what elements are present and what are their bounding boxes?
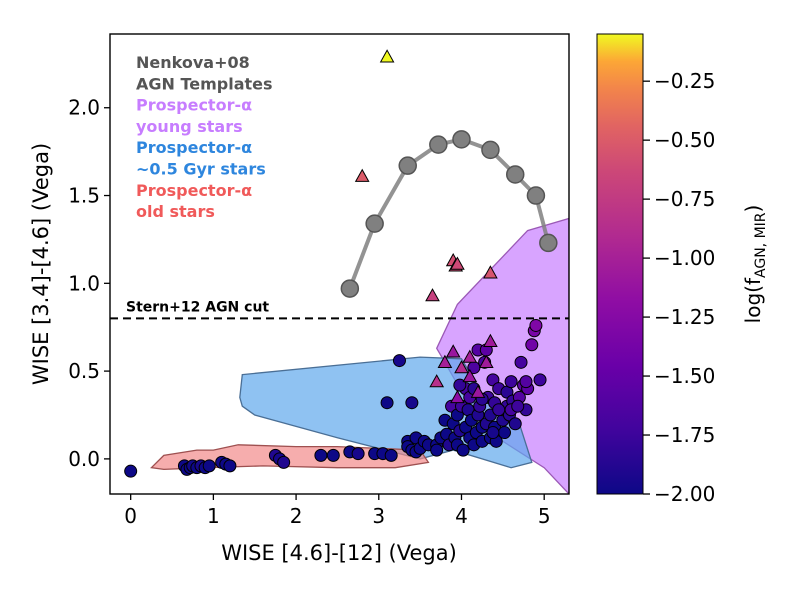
agn-template-point bbox=[365, 214, 384, 233]
data-point-circle bbox=[124, 464, 138, 478]
data-point-triangle bbox=[478, 354, 494, 368]
agn-template-point bbox=[398, 156, 417, 175]
data-point-circle bbox=[351, 447, 365, 461]
data-point-circle bbox=[405, 396, 419, 410]
data-point-triangle bbox=[450, 389, 465, 404]
colorbar-ticks: −0.25 −0.50 −0.75 −1.00 −1.25 −1.50 −1.75 −2.00 bbox=[643, 69, 715, 506]
colorbar-label-end: ) bbox=[741, 205, 765, 213]
data-point-circle bbox=[529, 318, 543, 332]
data-point-circle bbox=[430, 443, 444, 457]
legend: Nenkova+08 AGN Templates Prospector-α young… bbox=[136, 53, 273, 221]
data-point-circle bbox=[497, 426, 511, 440]
y-axis-label: WISE [3.4]-[4.6] (Vega) bbox=[29, 143, 53, 385]
data-point-triangle bbox=[445, 344, 461, 358]
data-point-circle bbox=[486, 426, 500, 440]
y-tick-label: 0.0 bbox=[68, 447, 100, 471]
data-point-triangle bbox=[354, 168, 370, 182]
x-tick-label: 5 bbox=[538, 504, 551, 528]
legend-text: Prospector-α bbox=[136, 96, 252, 115]
x-tick-label: 1 bbox=[207, 504, 220, 528]
data-point-circle bbox=[525, 338, 539, 352]
data-point-circle bbox=[384, 448, 398, 462]
agn-template-point bbox=[340, 279, 360, 298]
legend-text: Prospector-α bbox=[136, 138, 252, 157]
stern-cut-label: Stern+12 AGN cut bbox=[126, 299, 269, 315]
data-point-triangle bbox=[437, 354, 453, 368]
agn-template-point bbox=[452, 130, 471, 149]
data-point-circle bbox=[533, 373, 547, 387]
colorbar-tick-label: −0.50 bbox=[654, 128, 715, 152]
colorbar-tick-label: −1.25 bbox=[654, 305, 715, 329]
data-point-circle bbox=[456, 443, 470, 457]
data-point-triangle bbox=[483, 265, 498, 279]
data-point-circle bbox=[453, 378, 467, 392]
colorbar-label: log(fAGN, MIR) bbox=[741, 205, 769, 324]
data-point-triangle bbox=[483, 333, 498, 347]
colorbar-tick-label: −2.00 bbox=[654, 482, 715, 506]
legend-text: young stars bbox=[136, 117, 243, 136]
x-tick-label: 2 bbox=[290, 504, 303, 528]
colorbar-tick-label: −0.75 bbox=[654, 187, 715, 211]
data-point-triangle bbox=[379, 49, 395, 63]
x-tick-label: 3 bbox=[372, 504, 385, 528]
y-tick-label: 1.0 bbox=[68, 271, 100, 295]
data-point-triangle bbox=[429, 374, 445, 388]
data-point-circle bbox=[492, 403, 506, 417]
data-point-circle bbox=[277, 455, 291, 469]
agn-template-point bbox=[429, 135, 448, 154]
data-point-circle bbox=[511, 399, 525, 413]
data-point-triangle bbox=[425, 288, 440, 302]
data-point-circle bbox=[519, 375, 533, 389]
y-tick-label: 1.5 bbox=[68, 184, 100, 208]
axes: 0 1 2 3 4 5 0.0 0.5 1.0 1.5 2.0 bbox=[68, 96, 550, 528]
colorbar-tick-label: −1.00 bbox=[654, 246, 715, 270]
plot-frame bbox=[109, 33, 570, 495]
agn-template-point bbox=[481, 140, 500, 160]
data-point-circle bbox=[380, 396, 394, 410]
data-point-circle bbox=[326, 448, 340, 462]
data-point-circle bbox=[314, 448, 328, 462]
data-point-circle bbox=[392, 354, 406, 368]
data-point-triangle bbox=[454, 360, 469, 374]
y-tick-label: 0.5 bbox=[68, 359, 100, 383]
data-point-circle bbox=[508, 417, 522, 431]
data-point-circle bbox=[504, 375, 518, 389]
data-point-circle bbox=[223, 459, 237, 473]
colorbar-label-main: log(f bbox=[741, 277, 765, 323]
y-tick-label: 2.0 bbox=[68, 96, 100, 120]
stern-cut-group: Stern+12 AGN cut bbox=[110, 299, 569, 320]
data-point-triangle bbox=[470, 384, 486, 398]
data-point-triangle bbox=[462, 368, 478, 383]
legend-text: Prospector-α bbox=[136, 181, 252, 200]
data-point-circle bbox=[514, 355, 528, 369]
colorbar-tick-label: −1.50 bbox=[654, 364, 715, 388]
data-point-circle bbox=[202, 459, 216, 473]
legend-text: old stars bbox=[136, 202, 215, 221]
colorbar: −0.25 −0.50 −0.75 −1.00 −1.25 −1.50 −1.75 −2.00… bbox=[596, 33, 769, 506]
colorbar-tick-label: −0.25 bbox=[654, 69, 715, 93]
x-axis-label: WISE [4.6]-[12] (Vega) bbox=[221, 541, 457, 565]
agn-template-point bbox=[539, 233, 558, 253]
legend-text: ~0.5 Gyr stars bbox=[136, 160, 266, 179]
colorbar-label-sub: AGN, MIR bbox=[753, 212, 769, 278]
x-tick-label: 0 bbox=[124, 504, 137, 528]
plot-area bbox=[124, 49, 569, 494]
data-point-triangle bbox=[450, 256, 465, 270]
colorbar-gradient bbox=[596, 33, 644, 495]
legend-text: AGN Templates bbox=[136, 74, 273, 93]
x-tick-label: 4 bbox=[455, 504, 468, 528]
legend-text: Nenkova+08 bbox=[136, 53, 250, 72]
colorbar-tick-label: −1.75 bbox=[654, 423, 715, 447]
agn-template-point bbox=[526, 186, 546, 205]
agn-template-point bbox=[505, 165, 525, 184]
data-point-triangle bbox=[462, 349, 478, 363]
